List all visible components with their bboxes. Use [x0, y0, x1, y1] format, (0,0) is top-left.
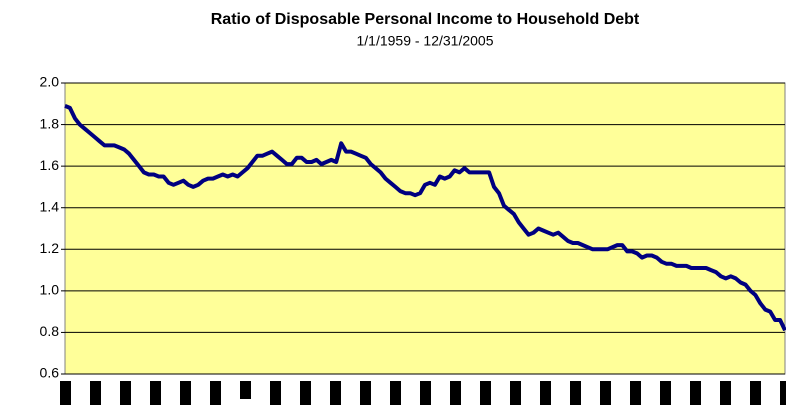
- y-tick-label: 1.6: [40, 157, 60, 173]
- y-tick-label: 0.8: [40, 323, 60, 339]
- x-label-block: [780, 381, 786, 405]
- x-label-block: [210, 381, 221, 405]
- x-label-block: [720, 381, 731, 405]
- chart-title: Ratio of Disposable Personal Income to H…: [211, 11, 640, 28]
- x-label-block: [300, 381, 311, 405]
- x-label-block: [420, 381, 431, 405]
- x-label-block: [60, 381, 71, 405]
- x-label-block: [540, 381, 551, 405]
- x-label-block: [270, 381, 281, 405]
- x-label-block: [510, 381, 521, 405]
- x-label-block: [570, 381, 581, 405]
- y-tick-label: 1.4: [40, 198, 60, 214]
- x-label-block: [390, 381, 401, 405]
- x-label-block: [150, 381, 161, 405]
- x-label-block: [360, 381, 371, 405]
- y-tick-label: 0.6: [40, 365, 60, 381]
- x-label-block: [690, 381, 701, 405]
- data-line: [64, 104, 786, 332]
- y-tick-label: 1.2: [40, 240, 60, 256]
- x-label-block: [600, 381, 611, 405]
- x-label-block: [120, 381, 131, 405]
- x-label-block: [660, 381, 671, 405]
- x-label-block: [450, 381, 461, 405]
- x-label-block: [630, 381, 641, 405]
- x-label-block: [750, 381, 761, 405]
- plot-area: [64, 82, 786, 375]
- x-label-block: [240, 381, 251, 399]
- y-tick-label: 1.0: [40, 282, 60, 298]
- x-label-block: [180, 381, 191, 405]
- y-tick-label: 2.0: [40, 74, 60, 90]
- x-label-block: [480, 381, 491, 405]
- x-label-block: [330, 381, 341, 405]
- chart-subtitle: 1/1/1959 - 12/31/2005: [356, 33, 493, 49]
- x-label-block: [90, 381, 101, 405]
- y-tick-label: 1.8: [40, 115, 60, 131]
